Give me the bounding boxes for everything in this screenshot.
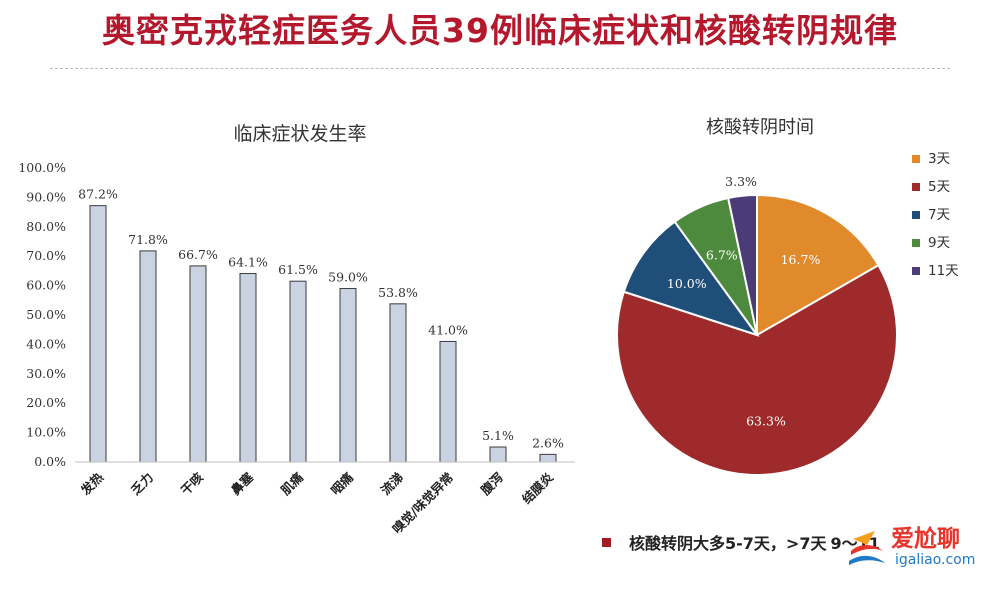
pie-value-label: 63.3% — [746, 413, 786, 428]
pie-chart-title: 核酸转阴时间 — [706, 117, 814, 138]
x-tick-label: 咽痛 — [328, 469, 357, 498]
bar-value-label: 61.5% — [278, 262, 318, 277]
pie-slice — [616, 263, 898, 476]
pie-labels: 16.7% 63.3% 10.0% 6.7% 3.3% — [667, 174, 821, 429]
y-tick-label: 100.0% — [18, 160, 66, 175]
bar-value-label: 64.1% — [228, 255, 268, 270]
y-tick-label: 60.0% — [26, 278, 66, 293]
bar — [239, 273, 257, 463]
pie-chart: 核酸转阴时间 16.7% 63.3% 10.0% 6.7% 3.3% 3天 5天 7天 9天 1… — [616, 117, 959, 476]
legend-label: 9天 — [928, 235, 951, 251]
legend-swatch — [912, 183, 920, 191]
bar — [139, 250, 157, 463]
legend-label: 3天 — [928, 151, 951, 167]
page-title: 奥密克戎轻症医务人员39例临床症状和核酸转阴规律 — [102, 11, 898, 50]
x-tick-label: 发热 — [77, 469, 106, 498]
bar-value-label: 87.2% — [78, 187, 118, 202]
bar — [89, 205, 107, 463]
pie-slice — [756, 193, 880, 337]
legend-label: 5天 — [928, 179, 951, 195]
bar — [539, 453, 557, 463]
watermark: 爱尬聊 igaliao.com — [845, 525, 975, 569]
legend-label: 7天 — [928, 207, 951, 223]
watermark-url: igaliao.com — [895, 551, 976, 568]
legend-swatch — [912, 211, 920, 219]
bar-value-label: 41.0% — [428, 322, 468, 337]
bar — [439, 340, 457, 463]
bar-chart-title: 临床症状发生率 — [233, 123, 366, 145]
pie-value-label: 3.3% — [725, 174, 757, 189]
y-tick-label: 40.0% — [26, 336, 66, 351]
y-tick-label: 0.0% — [34, 454, 66, 469]
bar — [189, 265, 207, 463]
y-tick-label: 80.0% — [26, 219, 66, 234]
y-tick-label: 50.0% — [26, 307, 66, 322]
conclusion-bullet — [602, 537, 611, 547]
bar-value-label: 59.0% — [328, 270, 368, 285]
legend-label: 11天 — [928, 263, 959, 279]
y-tick-label: 30.0% — [26, 366, 66, 381]
pie-value-label: 16.7% — [781, 252, 821, 267]
bar-value-label: 53.8% — [378, 285, 418, 300]
pie-value-label: 6.7% — [706, 248, 738, 263]
pie-slice — [726, 193, 758, 336]
pie-slice — [622, 220, 760, 337]
x-tick-label: 流涕 — [378, 470, 406, 498]
bar-y-axis: 0.0% 10.0% 20.0% 30.0% 40.0% 50.0% 60.0% 70.0% 8… — [18, 160, 66, 469]
watermark-name: 爱尬聊 — [891, 525, 960, 552]
y-tick-label: 70.0% — [26, 248, 66, 263]
legend-swatch — [912, 155, 920, 163]
bar-value-label: 71.8% — [128, 232, 168, 247]
bar-value-label: 2.6% — [532, 435, 564, 450]
y-tick-label: 20.0% — [26, 395, 66, 410]
bar-chart: 临床症状发生率 0.0% 10.0% 20.0% 30.0% 40.0% 50.0% 60.… — [18, 123, 575, 536]
title-divider — [50, 68, 950, 69]
pie-value-label: 10.0% — [667, 276, 707, 291]
pie-legend: 3天 5天 7天 9天 11天 — [912, 151, 959, 279]
bar-value-label: 5.1% — [482, 428, 514, 443]
y-tick-label: 10.0% — [26, 425, 66, 440]
x-tick-label: 乏力 — [128, 470, 156, 498]
conclusion-text: 核酸转阴大多5-7天，>7天 — [629, 534, 827, 553]
pie-slices — [616, 193, 898, 476]
bar — [489, 446, 507, 463]
bar — [289, 280, 307, 463]
x-tick-label: 结膜炎 — [519, 469, 556, 506]
x-tick-label: 肌痛 — [277, 469, 306, 498]
x-tick-label: 干咳 — [178, 469, 207, 498]
x-tick-label: 腹泻 — [478, 470, 506, 498]
bar — [389, 303, 407, 463]
watermark-logo-icon — [849, 531, 885, 565]
conclusion-note: 核酸转阴大多5-7天，>7天 9～11 — [602, 530, 880, 554]
legend-swatch — [912, 239, 920, 247]
legend-swatch — [912, 267, 920, 275]
y-tick-label: 90.0% — [26, 189, 66, 204]
bar-value-label: 66.7% — [178, 247, 218, 262]
x-tick-label: 鼻塞 — [228, 469, 257, 498]
bar-series: 87.2% 71.8% 66.7% 64.1% 61.5% 59.0% 53.8% 41.0%… — [78, 187, 564, 463]
bar — [339, 288, 357, 463]
